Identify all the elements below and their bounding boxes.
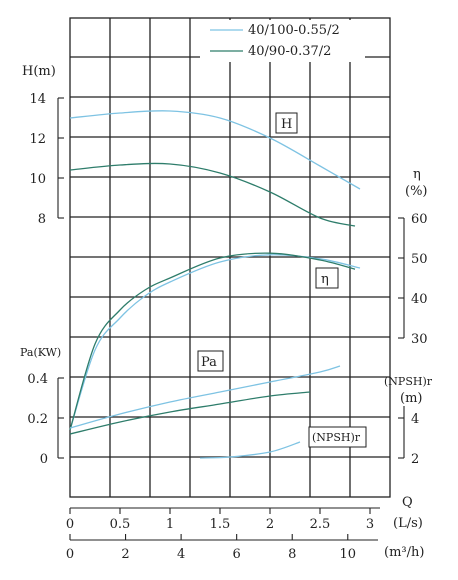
- series-head-b-1: [69, 162, 356, 227]
- npsh-tick-label: 4: [411, 412, 419, 427]
- curves-layer: [69, 110, 361, 459]
- head-axis-label: H(m): [22, 64, 56, 79]
- svg-text:η: η: [321, 272, 329, 287]
- head-tick-label: 12: [29, 132, 46, 147]
- q-ls-tick-label: 3: [366, 517, 374, 532]
- svg-text:Pa: Pa: [201, 355, 217, 370]
- legend-label-2: 40/90-0.37/2: [248, 44, 331, 59]
- head-tick-label: 10: [29, 172, 46, 187]
- power-tick-label: 0.2: [27, 412, 48, 427]
- chart-grid: [69, 17, 391, 498]
- eff-tick-label: 40: [411, 292, 428, 307]
- npsh-axis-label-bottom: (m): [400, 391, 422, 406]
- curve-label-eff: η: [315, 267, 339, 289]
- q-ls-tick-label: 2: [266, 517, 274, 532]
- q-m3h-unit: (m³/h): [384, 545, 424, 560]
- q-m3h-tick-label: 0: [66, 547, 74, 562]
- eff-tick-label: 30: [411, 332, 428, 347]
- head-tick-label: 14: [29, 92, 46, 107]
- power-tick-label: 0.4: [27, 372, 48, 387]
- q-m3h-tick-label: 2: [121, 547, 129, 562]
- svg-text:H: H: [281, 117, 292, 132]
- q-ls-tick-label: 0: [66, 517, 74, 532]
- series-power-a-4: [69, 365, 341, 429]
- power-axis-label: Pa(KW): [20, 346, 61, 359]
- q-m3h-tick-label: 4: [177, 547, 185, 562]
- curve-label-npsh: (NPSH)r: [308, 426, 367, 448]
- legend-label-1: 40/100-0.55/2: [248, 23, 340, 38]
- series-npsh-a-6: [199, 441, 301, 459]
- curve-label-head: H: [275, 112, 298, 134]
- series-head-a-0: [69, 110, 361, 190]
- eff-axis-label-top: η: [413, 167, 421, 182]
- q-ls-tick-label: 2.5: [310, 517, 331, 532]
- q-m3h-tick-label: 8: [288, 547, 296, 562]
- npsh-axis-label-top: (NPSH)r: [384, 375, 433, 388]
- legend: 40/100-0.55/2 40/90-0.37/2: [200, 20, 365, 62]
- series-eff-b-3: [69, 252, 356, 431]
- q-ls-unit: (L/s): [393, 516, 423, 531]
- curve-label-power: Pa: [197, 350, 224, 372]
- q-m3h-tick-label: 6: [233, 547, 241, 562]
- series-power-b-5: [69, 391, 311, 435]
- eff-tick-label: 60: [411, 212, 428, 227]
- svg-text:(NPSH)r: (NPSH)r: [312, 431, 361, 444]
- q-ls-tick-label: 1.5: [210, 517, 231, 532]
- eff-axis-label-bottom: (%): [405, 184, 428, 199]
- eff-tick-label: 50: [411, 252, 428, 267]
- power-tick-label: 0: [40, 452, 48, 467]
- q-ls-tick-label: 0.5: [110, 517, 131, 532]
- q-m3h-tick-label: 10: [340, 547, 357, 562]
- head-tick-label: 8: [38, 212, 46, 227]
- q-ls-tick-label: 1: [166, 517, 174, 532]
- q-axis-title: Q: [402, 495, 413, 510]
- npsh-tick-label: 2: [411, 452, 419, 467]
